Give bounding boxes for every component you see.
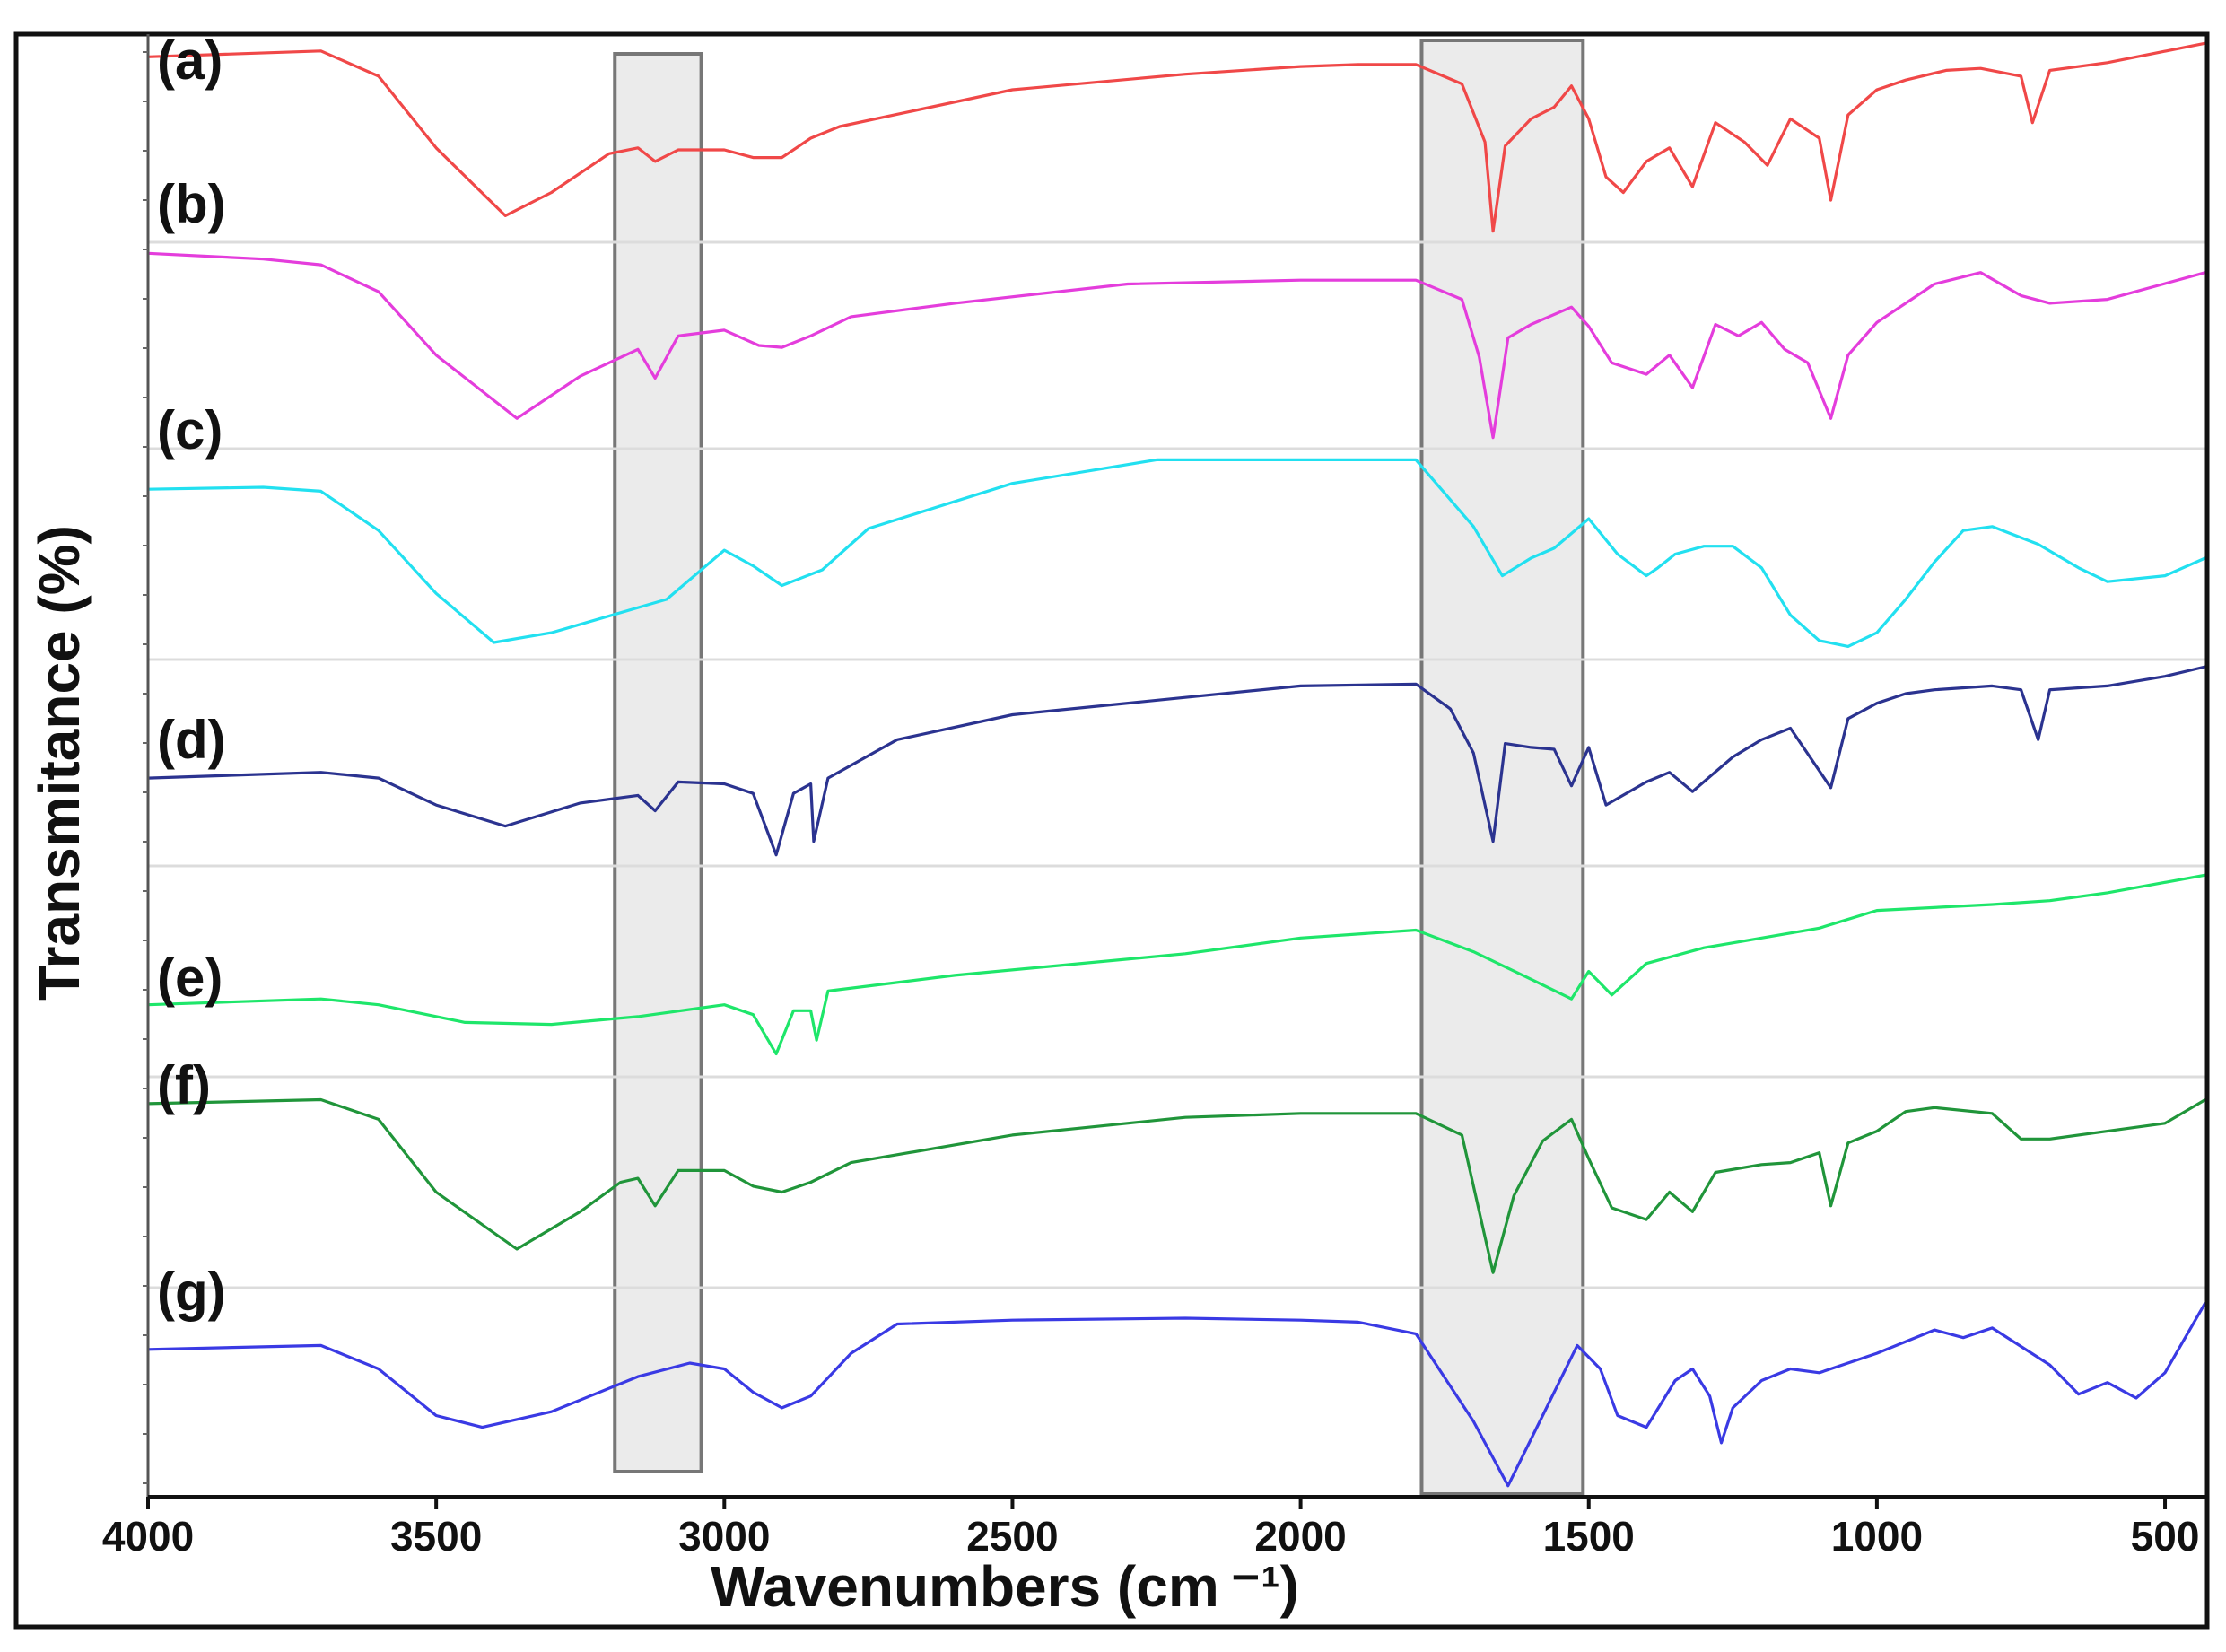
x-axis-label: Wavenumbers (cm ⁻¹) [711, 1554, 1299, 1619]
series-line [147, 251, 2206, 440]
x-tick-label: 2500 [966, 1513, 1058, 1560]
x-tick-label: 3000 [678, 1513, 770, 1560]
series-line [147, 458, 2206, 648]
axes [13, 31, 2210, 1630]
x-tick-label: 4000 [102, 1513, 194, 1560]
x-tick-label: 1500 [1543, 1513, 1635, 1560]
series-line [147, 665, 2206, 857]
series-label: (g) [157, 1262, 226, 1322]
series-line [147, 1301, 2207, 1488]
row-separators [148, 240, 2205, 1289]
series-label: (b) [157, 174, 226, 234]
series-label: (e) [157, 948, 223, 1008]
x-tick-label: 1000 [1831, 1513, 1923, 1560]
series-label: (f) [157, 1055, 211, 1115]
x-tick-label: 3500 [390, 1513, 482, 1560]
series-label: (c) [157, 400, 223, 460]
series-label: (d) [157, 710, 226, 770]
highlight-band [613, 52, 703, 1473]
x-tick-label: 500 [2131, 1513, 2200, 1560]
highlight-bands [613, 39, 1585, 1496]
x-ticks: 4000 3500 3000 2500 2000 1500 1000 500 [102, 1497, 2200, 1560]
series-line [147, 41, 2206, 233]
outer-frame [13, 31, 2210, 1630]
series-line [147, 1097, 2206, 1274]
series-labels: (a) (b) (c) (d) (e) (f) (g) [157, 31, 226, 1322]
series-line [147, 873, 2206, 1056]
series-label: (a) [157, 31, 223, 91]
y-axis-label: Transmitance (%) [27, 525, 92, 1001]
series-layer [147, 41, 2207, 1488]
x-tick-label: 2000 [1254, 1513, 1346, 1560]
